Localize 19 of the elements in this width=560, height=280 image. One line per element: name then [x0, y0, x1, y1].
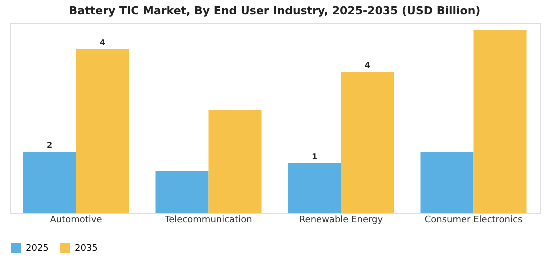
x-tick-label: Consumer Electronics	[424, 216, 523, 226]
bar	[76, 49, 130, 213]
bar	[341, 72, 394, 213]
data-label: 4	[100, 38, 106, 48]
bar	[474, 30, 527, 213]
x-tick-label: Renewable Energy	[299, 216, 384, 226]
data-label: 1	[312, 152, 318, 162]
data-label: 4	[364, 61, 371, 70]
legend-label: 2025	[26, 244, 49, 254]
bar	[156, 171, 209, 213]
bar	[420, 152, 474, 213]
bar	[23, 152, 76, 213]
x-tick-label: Automotive	[50, 216, 103, 226]
chart-title: Battery TIC Market, By End User Industry, 2025-2035 (USD Billion)	[69, 4, 481, 18]
data-label: 2	[46, 141, 53, 150]
legend-label: 2035	[75, 244, 98, 254]
bar	[208, 110, 262, 213]
bar	[288, 164, 342, 213]
x-tick-label: Telecommunication	[164, 216, 252, 226]
